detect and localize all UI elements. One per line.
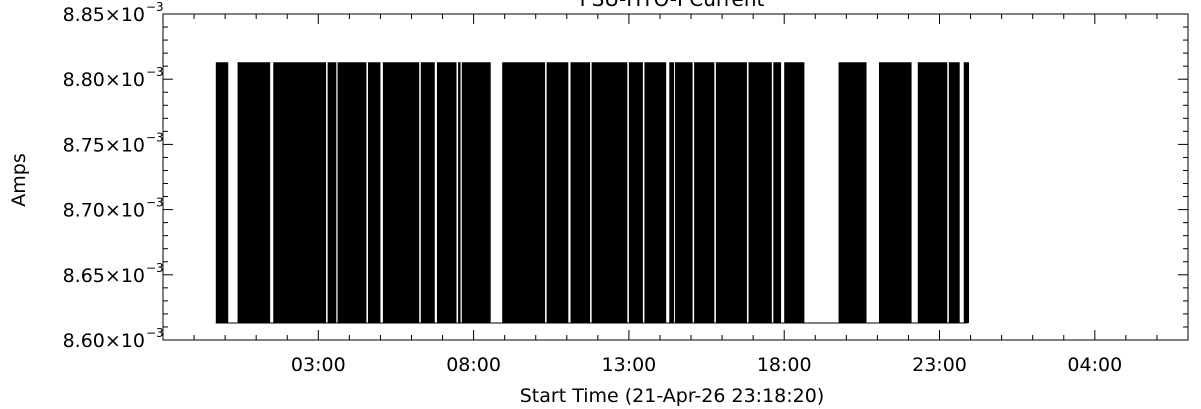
series-segment [918,62,948,323]
series-segment [338,62,367,323]
x-tick-label: 04:00 [1067,354,1122,376]
series-segment [964,62,969,323]
series-segment [383,62,419,323]
y-tick-label-exponent: −3 [146,196,164,210]
x-tick-label: 18:00 [757,354,812,376]
y-tick-label: 8.70×10 [63,200,145,222]
y-tick-label: 8.80×10 [63,69,145,91]
series-segment [547,62,569,323]
y-tick-label: 8.85×10 [63,4,145,26]
series-segment [592,62,628,323]
y-axis-label: Amps [8,153,30,206]
x-tick-label: 08:00 [446,354,501,376]
x-axis-label: Start Time (21-Apr-26 23:18:20) [520,385,825,407]
series-segment [238,62,271,323]
series-segment [421,62,435,323]
series-line [216,62,969,323]
series-segment [879,62,912,323]
series-segment [458,62,460,323]
x-tick-label: 03:00 [291,354,346,376]
series-segment [437,62,457,323]
series-segment [839,62,867,323]
series-segment [328,62,337,323]
series-segment [462,62,491,323]
series-segment [644,62,666,323]
x-tick-label: 23:00 [912,354,967,376]
series-segment [694,62,714,323]
series-segment [273,62,326,323]
y-tick-label-exponent: −3 [146,130,164,144]
y-tick-label: 8.65×10 [63,265,145,287]
series-segment [571,62,591,323]
x-tick-label: 13:00 [602,354,657,376]
series-segment [216,62,228,323]
series-segment [669,62,674,323]
y-tick-label-exponent: −3 [146,65,164,79]
series-segment [368,62,380,323]
y-tick-label: 8.75×10 [63,134,145,156]
series-segment [716,62,747,323]
series-segment [784,62,804,323]
y-tick-label-exponent: −3 [146,0,164,14]
series-segment [949,62,960,323]
y-tick-label-exponent: −3 [146,326,164,340]
series-segment [675,62,693,323]
series-segment [629,62,643,323]
series-segment [502,62,545,323]
series-segment [773,62,781,323]
chart-title: PSU-HTO-I Current [580,0,765,11]
series-segment [748,62,771,323]
y-tick-label: 8.60×10 [63,330,145,352]
y-tick-label-exponent: −3 [146,261,164,275]
